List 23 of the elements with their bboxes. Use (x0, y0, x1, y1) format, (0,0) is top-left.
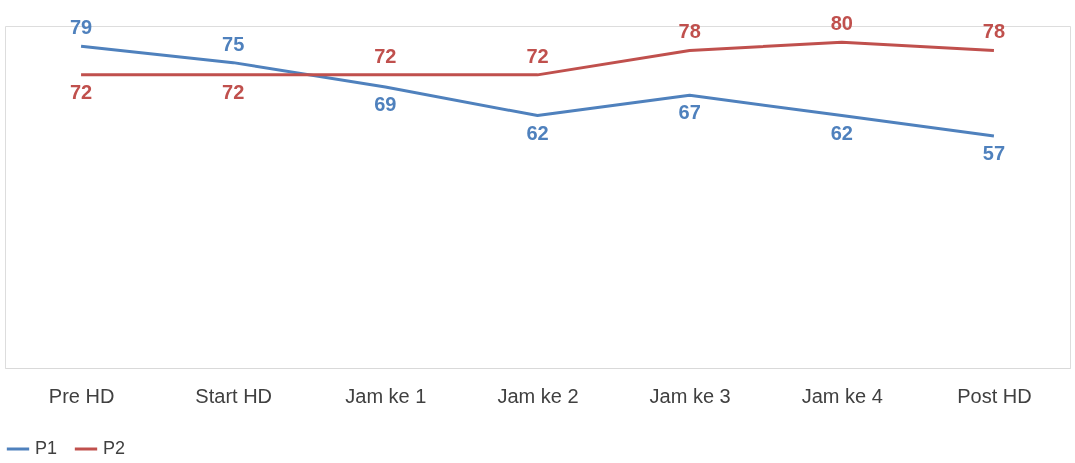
x-tick-label: Jam ke 4 (801, 384, 883, 407)
x-tick-label: Jam ke 2 (497, 384, 579, 407)
data-label: 67 (678, 101, 701, 124)
x-tick-label: Pre HD (48, 384, 115, 407)
legend-label: P1 (35, 438, 58, 458)
data-label: 72 (69, 80, 93, 103)
data-label: 69 (374, 93, 397, 116)
data-label: 72 (526, 44, 549, 67)
data-label: 72 (374, 44, 397, 67)
legend-label: P2 (103, 438, 126, 458)
x-tick-label: Jam ke 3 (649, 384, 731, 407)
data-label: 72 (222, 80, 245, 103)
x-tick-label: Post HD (957, 384, 1032, 407)
data-label: 62 (526, 121, 549, 144)
data-label: 80 (830, 12, 853, 35)
data-label: 57 (982, 141, 1006, 164)
x-tick-label: Jam ke 1 (345, 384, 427, 407)
data-label: 78 (678, 20, 701, 43)
x-tick-label: Start HD (195, 384, 273, 407)
data-label: 62 (830, 121, 853, 144)
data-label: 79 (69, 16, 93, 39)
data-label: 78 (982, 20, 1006, 43)
data-label: 75 (222, 32, 245, 55)
